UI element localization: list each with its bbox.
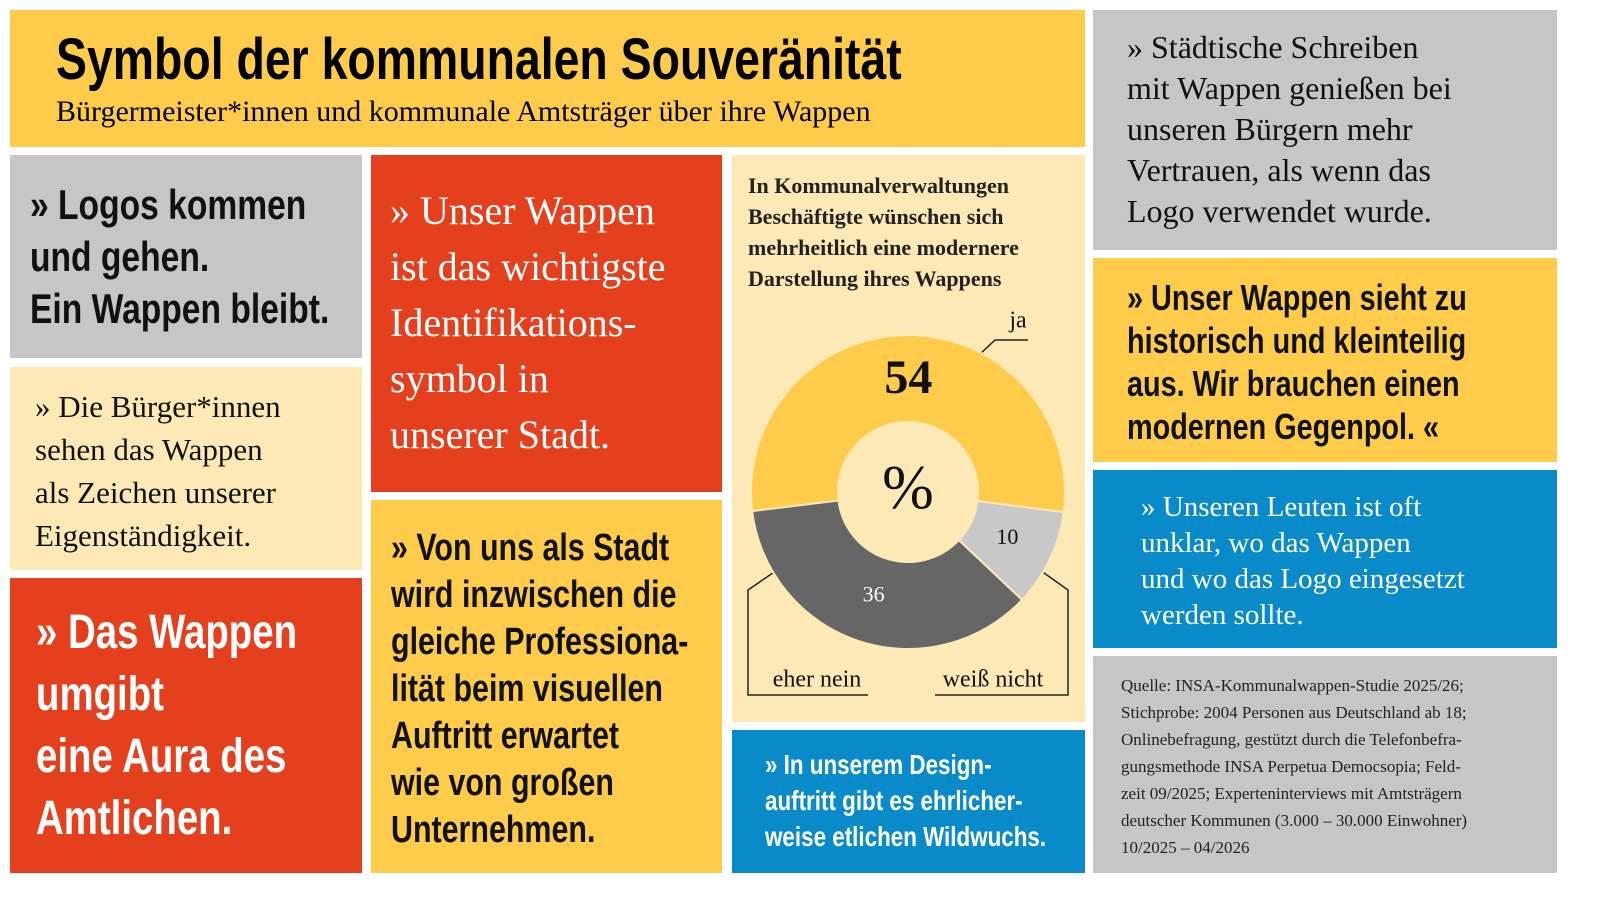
quote-box [732, 730, 1085, 873]
quote-box [10, 155, 362, 358]
source-line: gungsmethode INSA Perpetua Democsopia; F… [1121, 757, 1461, 776]
quote-line: gleiche Professiona- [391, 621, 689, 663]
quote-line: modernen Gegenpol. « [1127, 406, 1440, 447]
chart-title-line: In Kommunalverwaltungen [748, 173, 1009, 198]
title-wrap: Symbol der kommunalen Souveränität [56, 28, 1113, 92]
quote-line: unserer Stadt. [390, 412, 610, 457]
quote-line: ist das wichtigste [390, 244, 666, 289]
quote-line: » Unser Wappen [390, 188, 655, 233]
quote-line: » Städtische Schreiben [1127, 29, 1419, 65]
quote-line: historisch und kleinteilig [1127, 320, 1467, 361]
quote-line: » Unseren Leuten ist oft [1141, 491, 1422, 523]
subtitle-wrap: Bürgermeister*innen und kommunale Amtstr… [56, 94, 871, 130]
chart-title-line: Beschäftigte wünschen sich [748, 204, 1004, 229]
value-label: 54 [884, 351, 932, 404]
leader-line [935, 567, 1069, 696]
quote-line: » In unserem Design- [765, 749, 992, 780]
quote-box [1093, 10, 1557, 250]
quote: » Logos kommen und gehen. Ein Wappen bleib… [30, 179, 404, 335]
quote-line: » Die Bürger*innen [35, 389, 281, 424]
category-label: weiß nicht [943, 667, 1044, 693]
quote-line: Identifikations- [390, 300, 637, 345]
title: Symbol der kommunalen Souveränität [56, 27, 902, 92]
quote-line: auftritt gibt es ehrlicher- [765, 785, 1023, 816]
quote-line: Eigenständigkeit. [35, 518, 252, 553]
quote-line: » Von uns als Stadt [391, 527, 670, 569]
quote-line: wird inzwischen die [391, 574, 677, 616]
leader-line [747, 567, 868, 696]
quote-line: Vertrauen, als wenn das [1127, 152, 1431, 188]
quote-line: und wo das Logo eingesetzt [1141, 563, 1465, 595]
category-label: eher nein [773, 667, 862, 693]
center-label: % [882, 454, 934, 522]
value-label: 36 [863, 582, 885, 607]
quote-line: Logo verwendet wurde. [1127, 193, 1432, 229]
source-box [1093, 656, 1557, 873]
chart-title-line: Darstellung ihres Wappens [748, 266, 1002, 291]
quote-line: werden sollte. [1141, 599, 1304, 631]
quote: » Unser Wappen sieht zu historisch und kl… [1127, 276, 1552, 448]
quote-line: und gehen. [30, 233, 210, 280]
quote-line: eine Aura des [36, 730, 287, 783]
quote-line: unseren Bürgern mehr [1127, 111, 1413, 147]
source: Quelle: INSA-Kommunalwappen-Studie 2025/… [1121, 672, 1467, 861]
quote-line: » Logos kommen [30, 181, 307, 228]
quote: » Unser Wappen ist das wichtigste Identifi… [390, 183, 666, 463]
quote-line: » Unser Wappen sieht zu [1127, 277, 1467, 318]
quote-line: aus. Wir brauchen einen [1127, 363, 1460, 404]
quote-line: symbol in [390, 356, 549, 401]
quote-line: Ein Wappen bleibt. [30, 285, 330, 332]
header-box [10, 10, 1085, 147]
quote: » Das Wappen umgibt eine Aura des Amtlichen… [36, 602, 362, 850]
donut-segment [750, 333, 1066, 514]
quote-line: mit Wappen genießen bei [1127, 70, 1452, 106]
quote-box [10, 367, 362, 570]
chart-title-line: mehrheitlich eine modernere [748, 235, 1019, 260]
quote-line: sehen das Wappen [35, 432, 263, 467]
value-label: 10 [996, 524, 1018, 549]
quote-line: wie von großen [391, 762, 614, 804]
source-line: zeit 09/2025; Experteninterviews mit Amt… [1121, 784, 1462, 803]
quote: » Die Bürger*innen sehen das Wappen als Ze… [35, 385, 281, 557]
source-line: 10/2025 – 04/2026 [1121, 838, 1250, 857]
quote-line: Auftritt erwartet [391, 715, 620, 757]
quote-box [371, 500, 722, 873]
source-line: Quelle: INSA-Kommunalwappen-Studie 2025/… [1121, 676, 1464, 695]
quote: » Von uns als Stadt wird inzwischen die gl… [391, 525, 763, 854]
quote-line: als Zeichen unserer [35, 475, 276, 510]
quote-line: umgibt [36, 668, 164, 721]
subtitle: Bürgermeister*innen und kommunale Amtstr… [56, 95, 871, 128]
category-label: ja [1008, 308, 1027, 334]
quote-line: » Das Wappen [36, 606, 298, 659]
quote-line: unklar, wo das Wappen [1141, 527, 1411, 559]
donut-segment [751, 499, 1024, 650]
quote-line: Amtlichen. [36, 792, 233, 845]
source-line: deutscher Kommunen (3.000 – 30.000 Einwo… [1121, 811, 1468, 830]
quote: » Unseren Leuten ist oft unklar, wo das W… [1141, 489, 1465, 633]
source-line: Onlinebefragung, gestützt durch die Tele… [1121, 730, 1462, 749]
quote-box [1093, 470, 1557, 648]
quote-line: Unternehmen. [391, 809, 596, 851]
quote-line: weise etlichen Wildwuchs. [765, 821, 1047, 852]
quote-line: lität beim visuellen [391, 668, 663, 710]
quote-box [10, 578, 362, 873]
quote: » Städtische Schreiben mit Wappen genieße… [1127, 27, 1452, 232]
source-line: Stichprobe: 2004 Personen aus Deutschlan… [1121, 703, 1467, 722]
chart-title: In Kommunalverwaltungen Beschäftigte wüns… [748, 170, 1019, 294]
quote-box [1093, 258, 1557, 462]
quote-box [371, 155, 722, 492]
quote: » In unserem Design-auftritt gibt es ehr… [765, 747, 1116, 855]
